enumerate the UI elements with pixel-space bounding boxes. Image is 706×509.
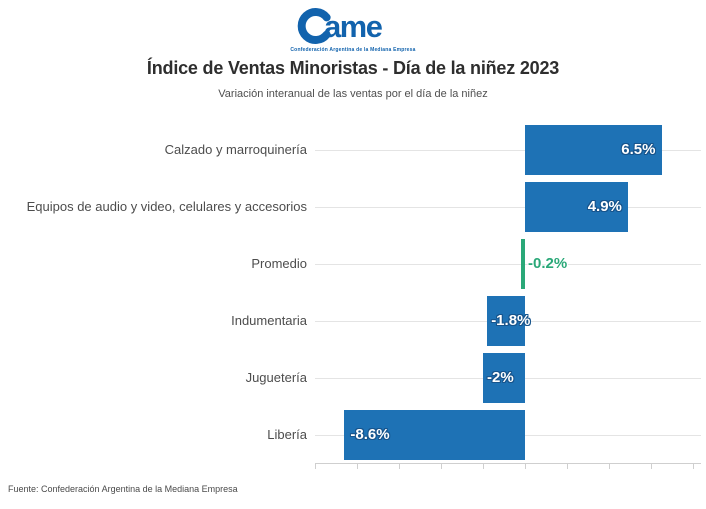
gridline — [315, 264, 701, 265]
came-logo-mark: ame — [297, 8, 384, 44]
gridline — [315, 150, 701, 151]
gridline — [315, 207, 701, 208]
x-axis-tick — [525, 463, 526, 469]
category-label: Juguetería — [245, 370, 307, 385]
value-label: -8.6% — [350, 426, 390, 443]
x-axis-tick — [483, 463, 484, 469]
x-axis-tick — [315, 463, 316, 469]
bar — [520, 239, 525, 289]
x-axis-tick — [567, 463, 568, 469]
value-label: 4.9% — [587, 198, 622, 215]
x-axis-tick — [609, 463, 610, 469]
bar — [483, 353, 525, 403]
x-axis-tick — [651, 463, 652, 469]
x-axis-tick — [399, 463, 400, 469]
bar — [525, 125, 662, 175]
value-label: 6.5% — [621, 141, 656, 158]
bar — [525, 182, 628, 232]
source-note: Fuente: Confederación Argentina de la Me… — [8, 484, 238, 494]
x-axis-line — [315, 463, 701, 464]
category-label: Promedio — [251, 256, 307, 271]
category-label: Calzado y marroquinería — [164, 142, 307, 157]
page-subtitle: Variación interanual de las ventas por e… — [218, 88, 488, 100]
x-axis-tick — [441, 463, 442, 469]
x-axis-tick — [357, 463, 358, 469]
bar — [487, 296, 526, 346]
x-axis-tick — [693, 463, 694, 469]
logo-ame-text: ame — [324, 9, 383, 44]
came-logo: ame Confederación Argentina de la Median… — [0, 5, 706, 53]
value-label: -1.8% — [491, 312, 531, 329]
category-label: Indumentaria — [231, 313, 307, 328]
logo-tagline: Confederación Argentina de la Mediana Em… — [290, 47, 416, 53]
page-title: Índice de Ventas Minoristas - Día de la … — [146, 58, 560, 78]
logo-c-ring — [297, 8, 331, 44]
value-label: -2% — [487, 369, 514, 386]
bar — [344, 410, 526, 460]
category-label: Equipos de audio y video, celulares y ac… — [26, 199, 307, 214]
value-label: -0.2% — [528, 255, 568, 272]
category-label: Libería — [267, 427, 307, 442]
